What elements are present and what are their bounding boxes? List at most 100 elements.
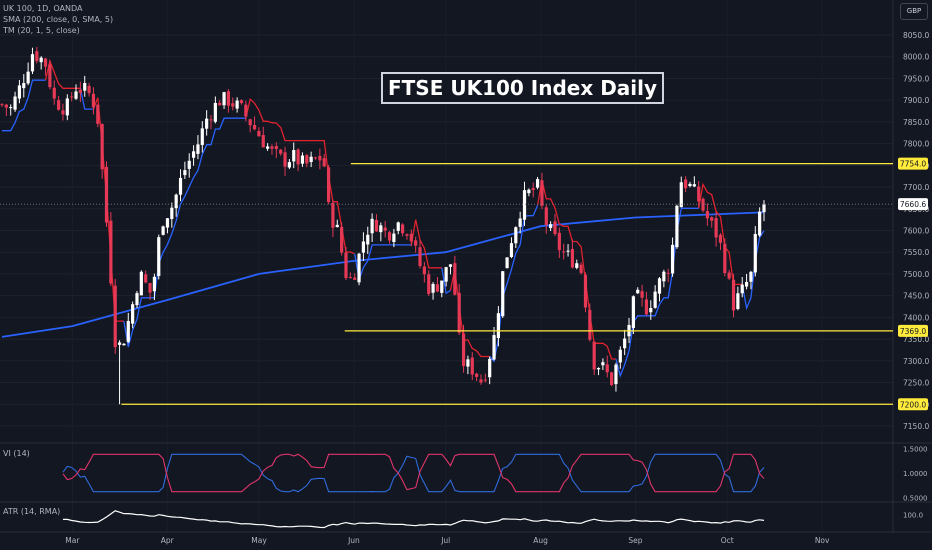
tm-segment xyxy=(354,244,412,283)
candle-body xyxy=(544,207,548,225)
candle-body xyxy=(165,218,170,228)
candle-body xyxy=(444,267,448,282)
candle-body xyxy=(618,349,622,363)
candle-body xyxy=(96,104,100,124)
tm-legend: TM (20, 1, 5, close) xyxy=(3,26,80,35)
candle-body xyxy=(670,244,675,274)
candle-body xyxy=(562,251,566,253)
price-tick-label: 7850.0 xyxy=(903,118,929,127)
candle-body xyxy=(566,250,570,252)
candle-body xyxy=(762,204,766,213)
candle xyxy=(148,282,152,300)
candle-body xyxy=(701,198,705,211)
horizontal-levels xyxy=(0,162,893,405)
candle-body xyxy=(718,234,723,243)
candle-body xyxy=(749,271,753,282)
price-tick-label: 7950.0 xyxy=(903,74,929,83)
candle-body xyxy=(218,102,222,106)
candle xyxy=(505,257,509,269)
level-label: 7200.0 xyxy=(900,400,926,409)
price-tick-label: 7400.0 xyxy=(903,313,929,322)
candle-body xyxy=(65,98,69,116)
candle-body xyxy=(479,379,483,383)
price-axis[interactable]: 7150.0 7200.0 7250.0 7300.0 7350.0 7400.0 7450… xyxy=(898,31,929,431)
candle xyxy=(705,203,709,226)
candle xyxy=(583,272,588,313)
candle-body xyxy=(157,237,161,276)
vi-minus-line xyxy=(62,453,765,493)
candle xyxy=(644,291,649,316)
candle-body xyxy=(736,293,740,309)
candle-body xyxy=(87,85,91,94)
level-label: 7754.0 xyxy=(900,160,926,169)
candle-body xyxy=(161,226,165,235)
candle xyxy=(631,295,635,335)
tm-segment xyxy=(2,79,46,132)
candle xyxy=(483,373,487,383)
candle-body xyxy=(740,284,744,294)
candle-body xyxy=(461,333,466,367)
candle xyxy=(588,303,592,342)
atr-line xyxy=(63,510,765,529)
candle xyxy=(418,239,422,269)
candle xyxy=(274,142,278,159)
candle xyxy=(270,144,274,155)
candle-body xyxy=(409,233,413,242)
candle xyxy=(318,148,322,170)
candle-body xyxy=(758,211,762,236)
time-axis[interactable]: Mar Apr May Jun Jul Aug Sep Oct Nov xyxy=(65,536,830,545)
candle-body xyxy=(475,373,479,377)
candle-body xyxy=(379,225,383,233)
candle-body xyxy=(74,91,78,99)
candle xyxy=(400,223,405,237)
candle-body xyxy=(300,155,305,164)
price-tick-label: 7350.0 xyxy=(903,335,929,344)
candle-body xyxy=(83,83,87,91)
time-tick-label: Apr xyxy=(161,536,175,545)
candle xyxy=(414,236,418,253)
candle xyxy=(96,104,100,128)
candle xyxy=(692,176,696,188)
candle xyxy=(662,269,666,288)
tm-segment xyxy=(536,179,616,360)
candle-body xyxy=(596,368,601,370)
candle-body xyxy=(257,130,261,137)
candle-body xyxy=(440,280,444,293)
candle xyxy=(514,226,518,249)
candle xyxy=(444,266,448,287)
candle xyxy=(666,268,670,283)
candle-body xyxy=(392,233,396,243)
symbol-legend: UK 100, 1D, OANDA xyxy=(3,4,83,13)
candle xyxy=(527,188,531,197)
price-tick-label: 7150.0 xyxy=(903,422,929,431)
candle xyxy=(427,270,431,297)
candle-body xyxy=(387,232,392,241)
candle-body xyxy=(466,359,470,367)
candle xyxy=(762,200,766,222)
candle xyxy=(744,273,749,290)
candle-body xyxy=(191,151,196,158)
candle-body xyxy=(209,119,213,121)
candle-body xyxy=(148,282,152,293)
currency-badge[interactable]: GBP xyxy=(900,3,928,20)
candle xyxy=(279,148,283,156)
candle xyxy=(61,103,65,121)
price-tick-label: 7250.0 xyxy=(903,379,929,388)
price-tick-label: 7500.0 xyxy=(903,270,929,279)
candle-body xyxy=(431,283,435,293)
candle-body xyxy=(557,232,561,251)
candle xyxy=(753,226,757,277)
candle-body xyxy=(675,205,679,248)
candle xyxy=(684,176,688,193)
candle xyxy=(152,273,156,301)
candle-body xyxy=(113,285,117,348)
candle-body xyxy=(213,102,217,122)
candle-body xyxy=(48,64,52,88)
chart-grid xyxy=(0,0,932,533)
candle xyxy=(440,280,444,298)
candle-body xyxy=(531,188,535,191)
candle-body xyxy=(100,124,104,170)
time-tick-label: Aug xyxy=(533,536,548,545)
candle-body xyxy=(104,166,109,223)
